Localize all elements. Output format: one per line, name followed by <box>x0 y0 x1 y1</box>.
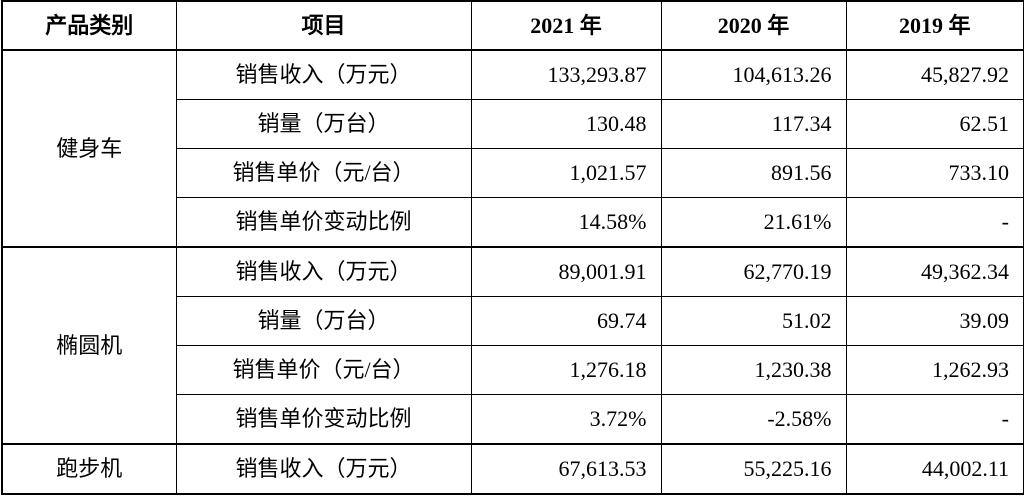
header-cell: 项目 <box>175 0 472 51</box>
table-row: 销售单价变动比例 14.58% 21.61% - <box>2 197 1024 248</box>
item-cell: 销量（万台） <box>175 99 472 149</box>
item-cell: 销售单价变动比例 <box>175 197 472 248</box>
value-cell: 14.58% <box>470 197 662 248</box>
value-cell: 45,827.92 <box>845 49 1024 100</box>
value-cell: 69.74 <box>470 296 662 346</box>
item-cell: 销售收入（万元） <box>175 246 472 297</box>
table-row: 销售单价（元/台） 1,276.18 1,230.38 1,262.93 <box>2 345 1024 395</box>
value-cell: 1,230.38 <box>660 345 847 395</box>
value-cell: 55,225.16 <box>660 443 847 495</box>
value-cell: 62,770.19 <box>660 246 847 297</box>
value-cell: 39.09 <box>845 296 1024 346</box>
table-head: 产品类别 项目 2021 年 2020 年 2019 年 <box>1 0 1024 51</box>
value-cell: - <box>845 197 1024 248</box>
table-row: 销量（万台） 69.74 51.02 39.09 <box>2 296 1024 346</box>
item-cell: 销售单价变动比例 <box>175 394 472 445</box>
item-cell: 销售收入（万元） <box>175 49 472 100</box>
table-row: 销售单价（元/台） 1,021.57 891.56 733.10 <box>2 148 1024 198</box>
value-cell: 104,613.26 <box>660 49 847 100</box>
table-body: 健身车 销售收入（万元） 133,293.87 104,613.26 45,827.92… <box>1 49 1024 495</box>
value-cell: 891.56 <box>660 148 847 198</box>
value-cell: -2.58% <box>660 394 847 445</box>
value-cell: 733.10 <box>845 148 1024 198</box>
header-cell: 2020 年 <box>660 0 847 51</box>
table-row: 健身车 销售收入（万元） 133,293.87 104,613.26 45,827.92 <box>1 49 1024 248</box>
category-cell: 椭圆机 <box>1 246 177 445</box>
item-cell: 销售单价（元/台） <box>175 148 472 198</box>
header-cell: 产品类别 <box>1 0 177 51</box>
value-cell: - <box>845 394 1024 445</box>
value-cell: 21.61% <box>660 197 847 248</box>
item-cell: 销售收入（万元） <box>175 443 472 495</box>
value-cell: 89,001.91 <box>470 246 662 297</box>
value-cell: 133,293.87 <box>470 49 662 100</box>
value-cell: 44,002.11 <box>845 443 1024 495</box>
table-row: 跑步机 销售收入（万元） 67,613.53 55,225.16 44,002.11 <box>1 443 1024 495</box>
header-cell: 2019 年 <box>845 0 1024 51</box>
value-cell: 117.34 <box>660 99 847 149</box>
value-cell: 130.48 <box>470 99 662 149</box>
value-cell: 51.02 <box>660 296 847 346</box>
value-cell: 49,362.34 <box>845 246 1024 297</box>
value-cell: 67,613.53 <box>470 443 662 495</box>
item-cell: 销量（万台） <box>175 296 472 346</box>
value-cell: 3.72% <box>470 394 662 445</box>
category-cell: 健身车 <box>1 49 177 248</box>
header-row: 产品类别 项目 2021 年 2020 年 2019 年 <box>1 0 1024 51</box>
value-cell: 62.51 <box>845 99 1024 149</box>
item-cell: 销售单价（元/台） <box>175 345 472 395</box>
table-row: 椭圆机 销售收入（万元） 89,001.91 62,770.19 49,362.34 <box>1 246 1024 445</box>
category-cell: 跑步机 <box>1 443 177 495</box>
value-cell: 1,276.18 <box>470 345 662 395</box>
header-cell: 2021 年 <box>470 0 662 51</box>
value-cell: 1,262.93 <box>845 345 1024 395</box>
value-cell: 1,021.57 <box>470 148 662 198</box>
